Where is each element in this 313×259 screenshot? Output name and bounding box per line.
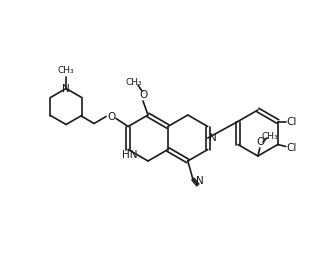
Text: O: O <box>257 137 265 147</box>
Text: O: O <box>107 112 115 121</box>
Text: Cl: Cl <box>287 142 297 153</box>
Text: O: O <box>139 90 147 100</box>
Text: Cl: Cl <box>287 117 297 126</box>
Text: CH₃: CH₃ <box>58 66 74 75</box>
Text: CH₃: CH₃ <box>262 132 278 140</box>
Text: N: N <box>209 133 217 143</box>
Text: N: N <box>196 176 204 186</box>
Text: HN: HN <box>122 150 138 160</box>
Text: N: N <box>62 83 70 93</box>
Text: CH₃: CH₃ <box>126 77 142 87</box>
